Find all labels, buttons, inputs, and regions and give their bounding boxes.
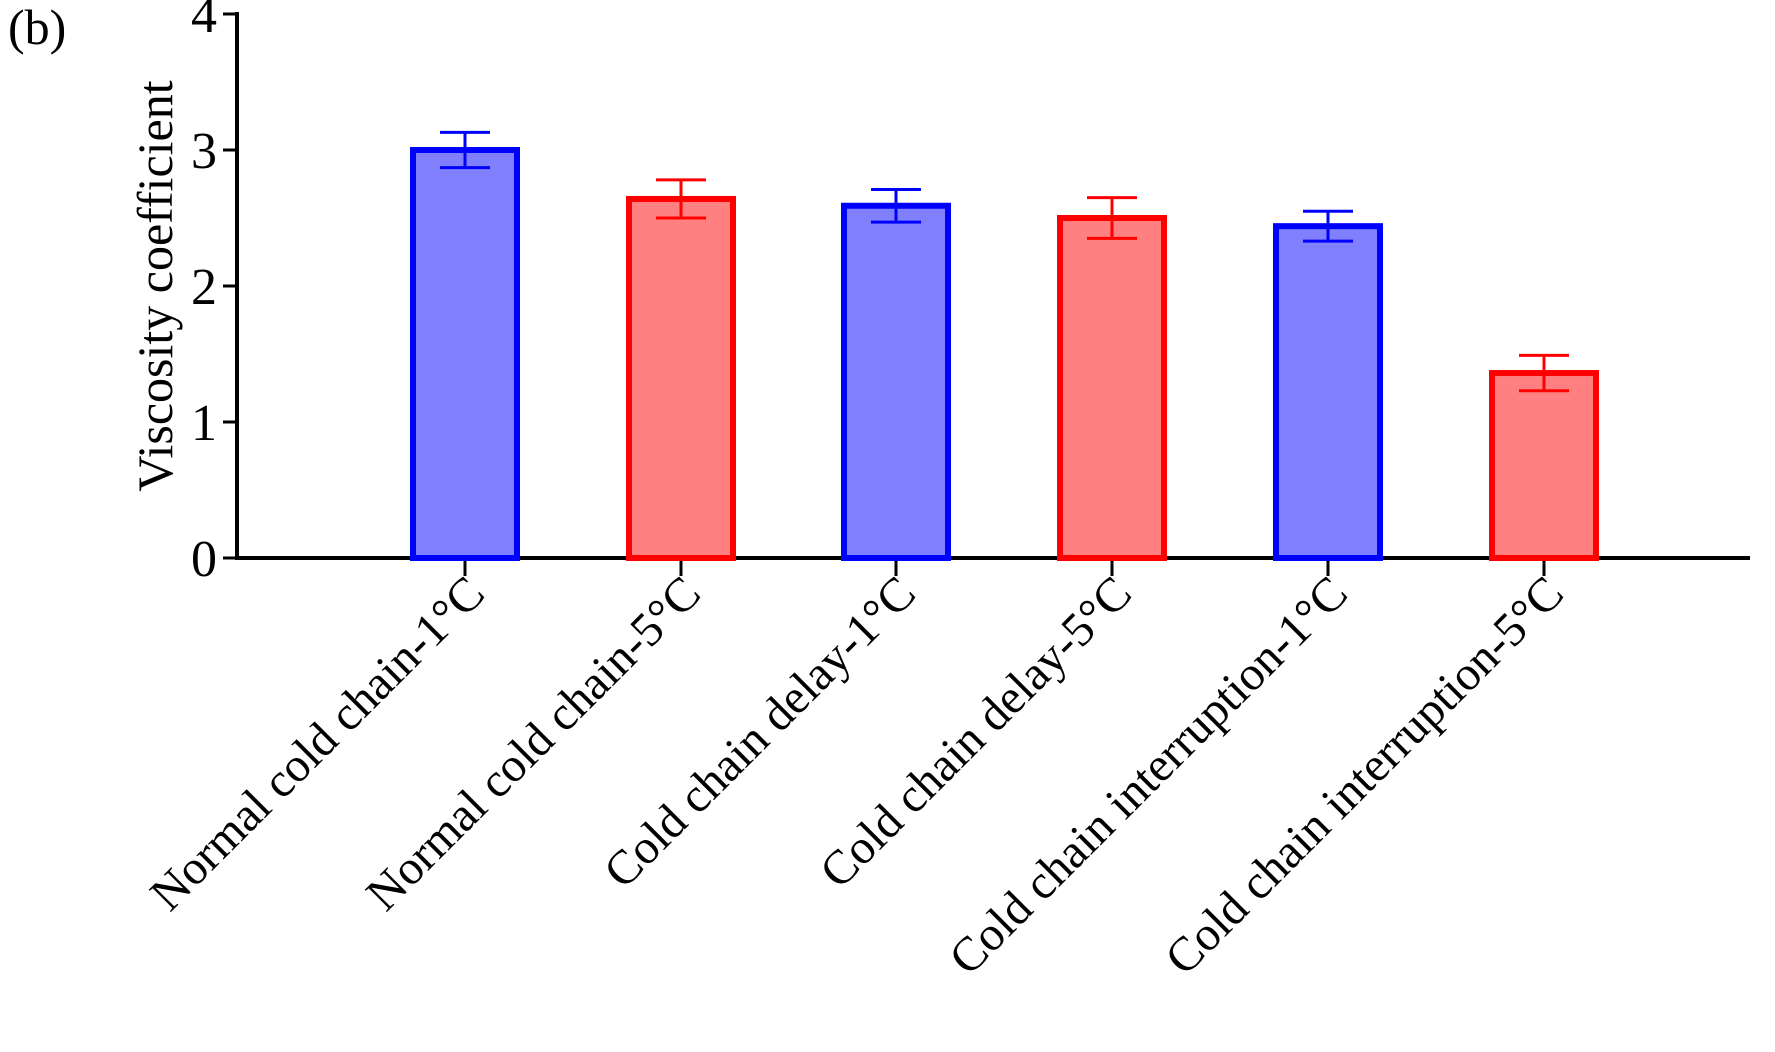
y-tick-label: 3 xyxy=(191,123,217,180)
bar-3 xyxy=(841,202,951,561)
error-bar-1 xyxy=(440,130,490,170)
error-bar-5 xyxy=(1303,209,1353,243)
y-axis-label: Viscosity coefficient xyxy=(127,80,183,491)
error-bar-2 xyxy=(656,178,706,220)
bar-6 xyxy=(1489,370,1599,562)
error-bar-6 xyxy=(1519,353,1569,393)
y-tick-label: 1 xyxy=(191,395,217,452)
x-tick-label: Cold chain interruption-5°C xyxy=(1155,566,1574,985)
bars xyxy=(410,130,1599,562)
bar-2 xyxy=(626,195,736,562)
y-tick-label: 0 xyxy=(191,531,217,588)
bar-5 xyxy=(1273,223,1383,561)
y-tick-label: 2 xyxy=(191,259,217,316)
y-tick-label: 4 xyxy=(191,0,217,44)
panel-label: (b) xyxy=(8,0,67,55)
bar-4 xyxy=(1057,215,1167,561)
bar-1 xyxy=(410,147,520,561)
error-bar-3 xyxy=(871,187,921,224)
x-tick-label: Cold chain interruption-1°C xyxy=(939,566,1358,985)
error-bar-4 xyxy=(1087,196,1137,240)
